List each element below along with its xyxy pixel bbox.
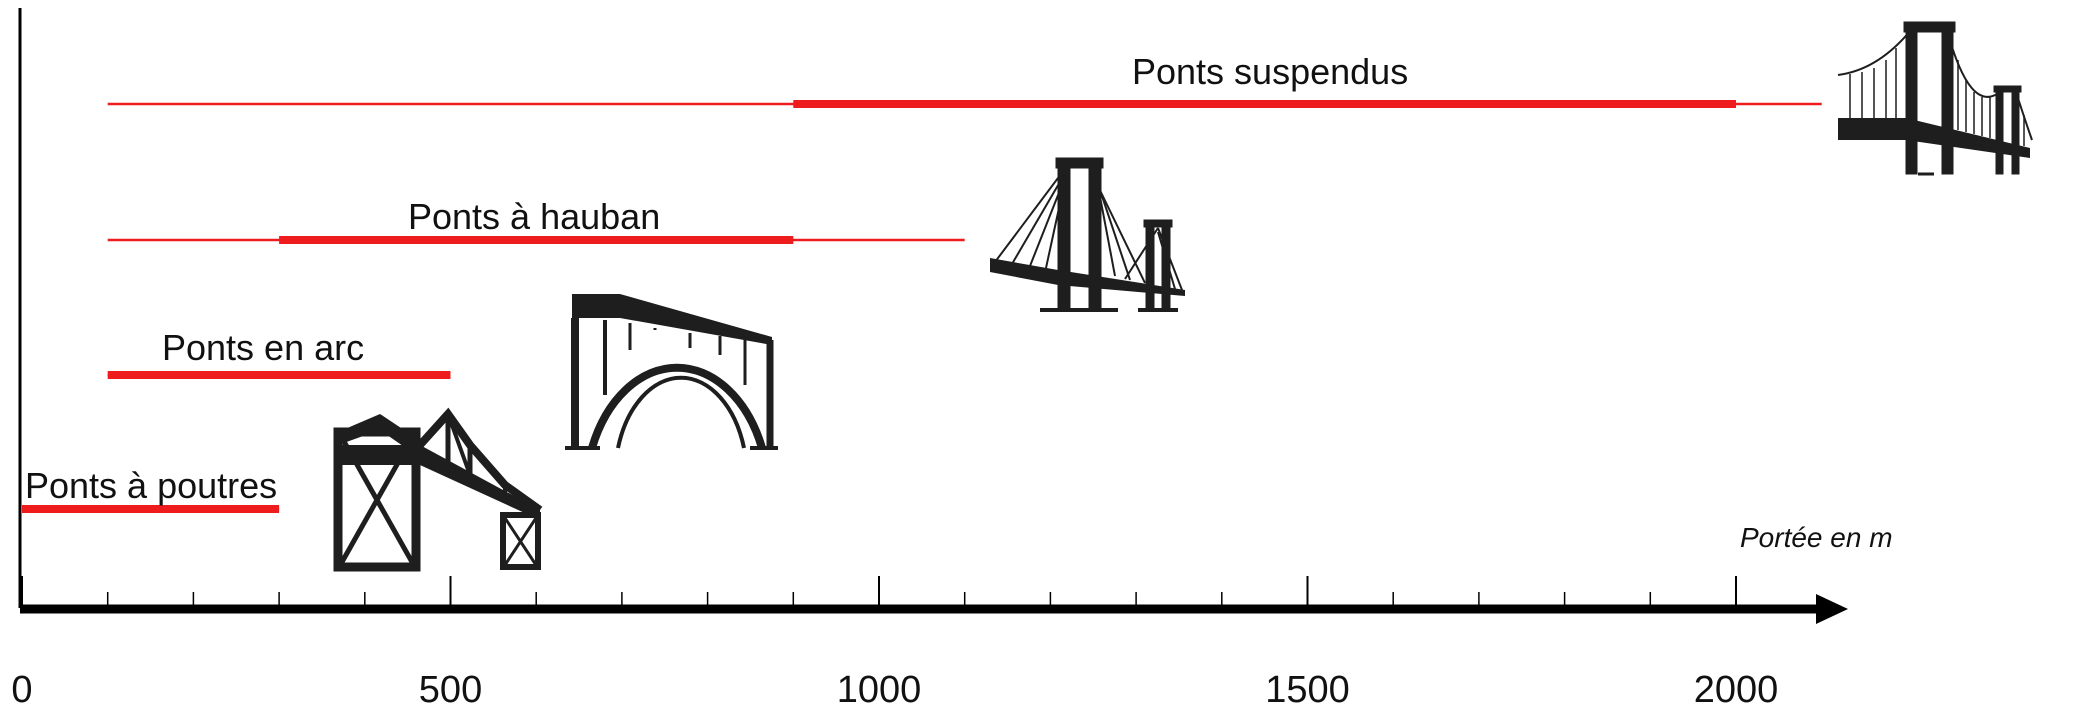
- x-axis-ticks: [21, 576, 1737, 609]
- series-label-cable-stayed: Ponts à hauban: [408, 196, 660, 237]
- tick-label: 0: [11, 669, 32, 711]
- series-beam: Ponts à poutres: [22, 465, 280, 513]
- x-axis-title: Portée en m: [1740, 522, 1893, 553]
- series-label-arch: Ponts en arc: [162, 327, 364, 368]
- tick-label: 2000: [1694, 669, 1779, 711]
- series-label-suspension: Ponts suspendus: [1132, 51, 1408, 92]
- series-label-beam: Ponts à poutres: [25, 465, 277, 506]
- beam-bridge-icon: [333, 407, 543, 572]
- x-axis-tick-labels: 0 500 1000 1500 2000: [11, 669, 1778, 711]
- series-suspension: Ponts suspendus: [107, 51, 1822, 108]
- cable-stayed-bridge-icon: [990, 157, 1185, 312]
- series-cable-stayed: Ponts à hauban: [107, 196, 965, 244]
- tick-label: 500: [419, 669, 482, 711]
- x-axis-arrowhead: [1816, 594, 1848, 624]
- tick-label: 1000: [837, 669, 922, 711]
- x-axis: [20, 594, 1848, 624]
- arch-bridge-icon: [565, 294, 778, 450]
- tick-label: 1500: [1265, 669, 1350, 711]
- series-arch: Ponts en arc: [107, 327, 451, 379]
- suspension-bridge-icon: [1837, 21, 2033, 176]
